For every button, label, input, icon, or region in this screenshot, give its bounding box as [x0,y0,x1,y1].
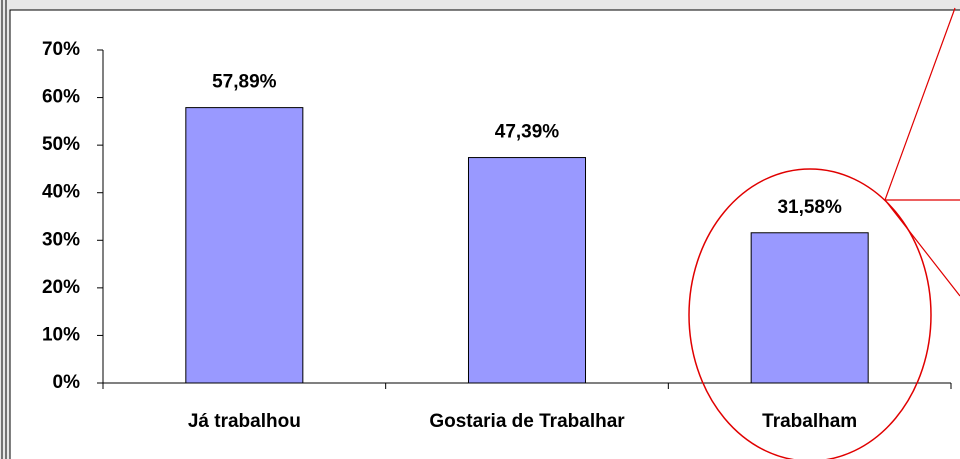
y-tick-label: 30% [42,229,80,250]
y-tick-label: 0% [53,372,81,393]
plot: 0% 10% 20% 30% 40% 50% 60% 70% Já trabalhou 57,89… [42,39,952,432]
annotation-line [884,7,956,201]
x-tick-label: Já trabalhou [188,411,301,432]
y-tick-label: 50% [42,134,80,155]
value-label: 47,39% [495,122,560,143]
x-tick-label: Gostaria de Trabalhar [429,411,625,432]
annotation-line [884,199,960,297]
y-tick-label: 40% [42,182,80,203]
y-tick-label: 60% [42,87,80,108]
bar [185,107,304,384]
y-tick-label: 10% [42,324,80,345]
annotation-circle [688,168,932,459]
value-label: 57,89% [212,72,277,93]
x-tick-label: Trabalham [762,411,857,432]
y-tick-label: 20% [42,277,80,298]
bar [750,232,869,384]
y-tick-label: 70% [42,39,80,60]
bar [467,157,587,384]
value-label: 31,58% [777,197,842,218]
